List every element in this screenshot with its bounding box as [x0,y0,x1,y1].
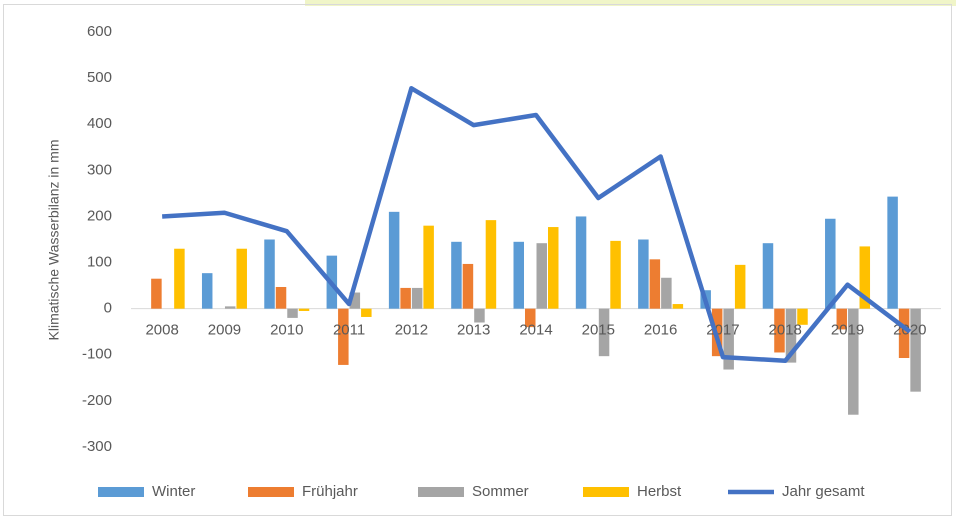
legend-swatch [418,487,464,497]
bar [797,308,808,325]
x-tick-label: 2014 [519,322,552,339]
legend-label: Winter [152,483,195,500]
bar [338,308,349,365]
x-tick-label: 2013 [457,322,490,339]
legend-label: Frühjahr [302,483,358,500]
bar [151,278,162,309]
y-tick-label: -300 [82,438,112,455]
legend-label: Herbst [637,483,682,500]
bar [910,308,921,392]
bar [201,273,213,309]
bar [649,259,661,309]
bar [598,308,610,357]
y-tick-label: -200 [82,392,112,409]
bar [638,239,649,309]
legend-label: Sommer [472,483,529,500]
bar [672,304,684,309]
bar [174,248,185,309]
bar [610,240,621,309]
y-axis-title: Klimatische Wasserbilanz in mm [46,140,62,341]
x-tick-label: 2018 [769,322,802,339]
bar [525,308,536,328]
legend-swatch [583,487,629,497]
x-tick-label: 2009 [208,322,241,339]
y-tick-label: 500 [87,69,112,86]
x-tick-label: 2012 [395,322,428,339]
legend-label: Jahr gesamt [782,483,865,500]
bar [400,287,411,309]
x-tick-label: 2016 [644,322,677,339]
bar [575,216,587,309]
y-tick-label: 600 [87,23,112,40]
x-tick-label: 2015 [582,322,615,339]
legend-swatch [98,487,144,497]
bar [349,292,361,309]
x-tick-label: 2011 [333,322,365,339]
bar [275,286,287,309]
bar [887,196,898,309]
chart-border [3,4,952,516]
bar [723,308,734,370]
x-tick-label: 2019 [831,322,864,339]
bar [411,287,423,309]
legend-swatch [248,487,294,497]
bar [224,306,236,309]
bar [423,225,434,309]
bar [513,241,524,309]
bar [734,264,746,309]
bar [361,308,372,317]
bar [661,277,672,309]
y-tick-label: -100 [82,346,112,363]
bar [898,308,910,359]
bar [236,248,247,309]
bar [388,211,400,309]
bar [774,308,785,353]
bar [548,227,559,309]
line [162,86,912,364]
bar [848,308,859,415]
bar [462,263,474,309]
bar [836,308,848,330]
y-tick-label: 300 [87,161,112,178]
bar [474,308,485,323]
bar [785,308,797,363]
bar [859,246,871,309]
y-tick-label: 200 [87,207,112,224]
x-tick-label: 2008 [145,322,178,339]
y-tick-label: 0 [104,300,112,317]
y-tick-label: 400 [87,115,112,132]
bar [298,308,310,311]
bar [536,243,547,309]
bar [762,243,774,309]
x-tick-label: 2010 [270,322,303,339]
y-tick-label: 100 [87,254,112,271]
bar [264,239,275,309]
bar [451,241,462,309]
bar [825,218,836,309]
bar [287,308,298,318]
top-strip [305,0,956,6]
bar [485,220,497,309]
